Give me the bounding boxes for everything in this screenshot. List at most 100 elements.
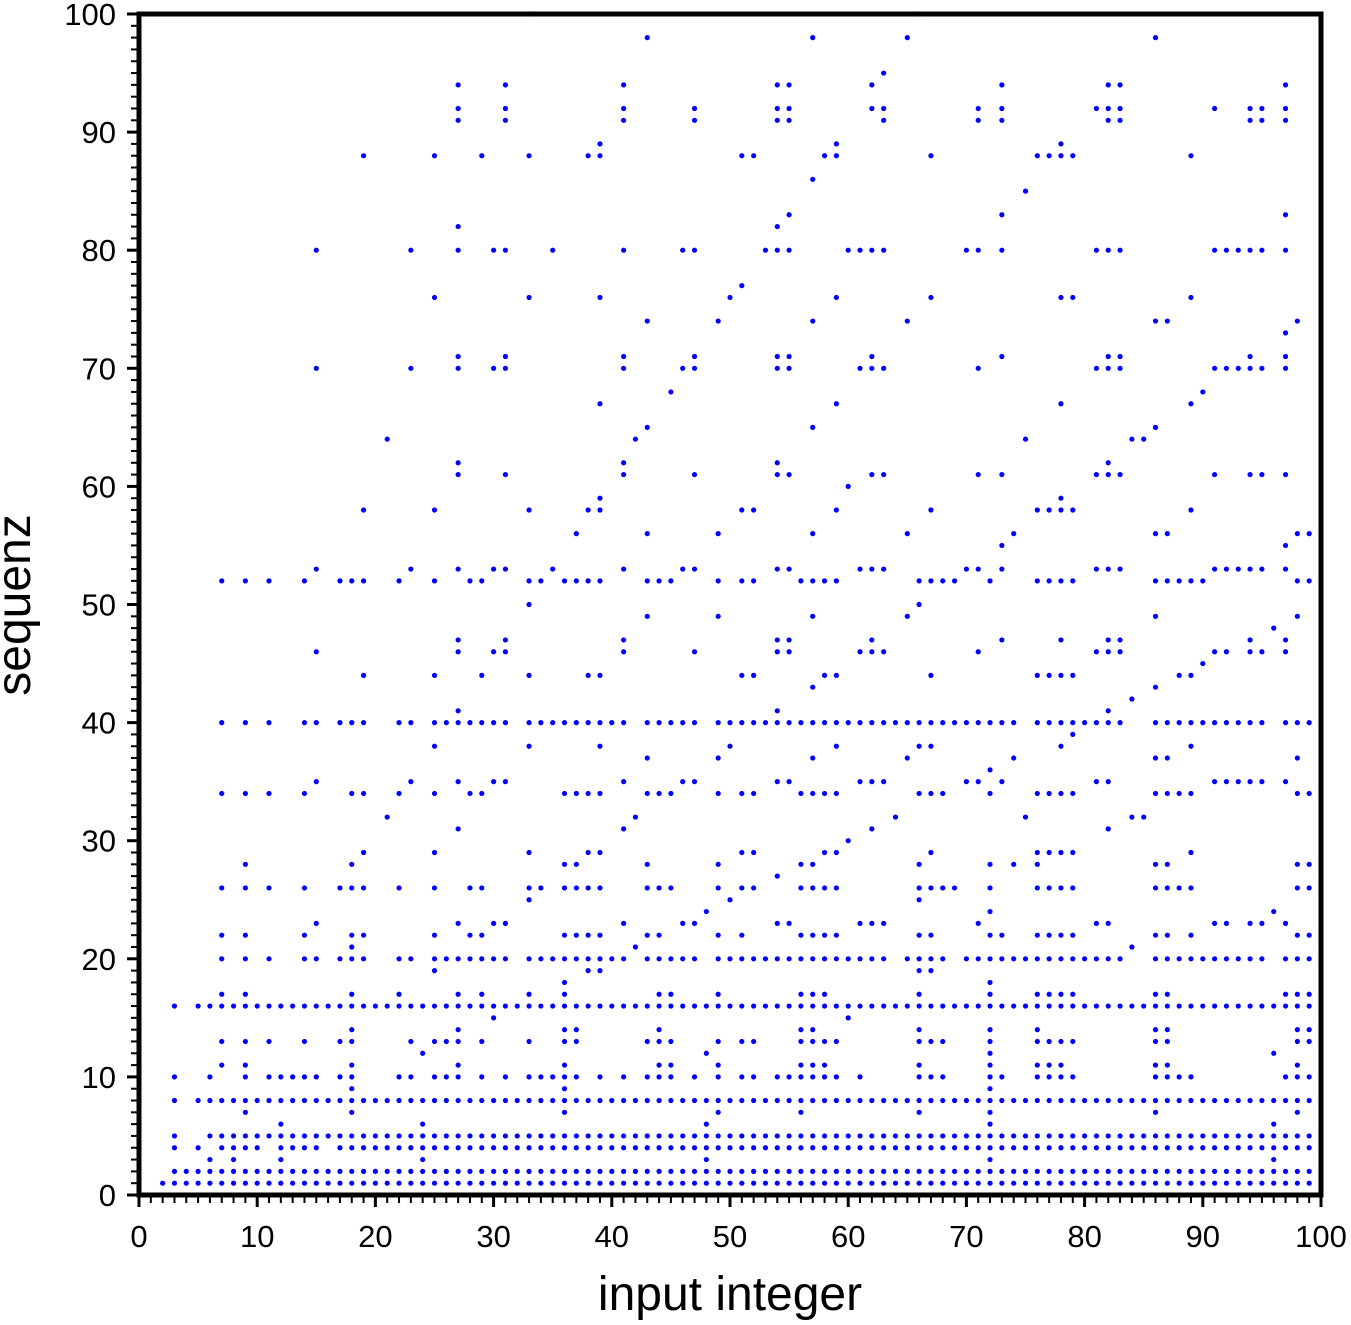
data-point <box>656 1133 662 1139</box>
data-point <box>1164 885 1170 891</box>
data-point <box>1306 885 1312 891</box>
data-point <box>644 885 650 891</box>
data-point <box>526 601 532 608</box>
data-point <box>1223 720 1230 726</box>
data-point <box>1117 247 1123 253</box>
data-point <box>1152 1168 1159 1174</box>
data-point <box>455 991 461 997</box>
data-point <box>951 1003 958 1009</box>
data-point <box>1306 578 1312 584</box>
data-point <box>597 743 603 749</box>
data-point <box>821 790 828 797</box>
data-point <box>195 1145 201 1151</box>
data-point <box>810 1062 816 1068</box>
data-point <box>1294 1038 1300 1045</box>
data-point <box>691 353 698 360</box>
data-point <box>845 1003 851 1009</box>
data-point <box>1164 1062 1170 1068</box>
data-point <box>1306 1027 1312 1033</box>
data-point <box>1058 401 1064 407</box>
data-point <box>762 720 769 726</box>
data-point <box>774 471 780 478</box>
data-point <box>408 247 414 253</box>
data-point <box>219 885 225 891</box>
data-point <box>987 1145 993 1151</box>
data-point <box>739 578 745 584</box>
data-point <box>786 1074 792 1080</box>
data-point <box>975 720 981 726</box>
data-point <box>526 1074 532 1080</box>
data-point <box>1282 637 1289 643</box>
data-point <box>798 991 804 997</box>
data-point <box>242 1074 248 1080</box>
data-point <box>833 790 839 797</box>
data-point <box>715 318 721 324</box>
data-point <box>1034 1145 1040 1151</box>
data-point <box>195 1180 201 1186</box>
data-point <box>455 1097 461 1104</box>
data-point <box>514 1133 520 1139</box>
data-point <box>1223 920 1230 926</box>
data-point <box>1117 365 1123 371</box>
data-point <box>798 1003 804 1009</box>
data-point <box>786 1145 792 1151</box>
data-point <box>999 637 1005 643</box>
data-point <box>691 1133 698 1139</box>
data-point <box>857 1180 863 1186</box>
data-point <box>833 141 839 147</box>
data-point <box>313 1145 319 1151</box>
data-point <box>420 1097 426 1104</box>
data-point <box>526 720 532 726</box>
data-point <box>561 885 568 891</box>
data-point <box>1282 82 1289 88</box>
data-point <box>396 885 402 891</box>
data-point <box>739 283 745 289</box>
data-point <box>798 1062 804 1068</box>
data-point <box>963 566 970 572</box>
data-point <box>1247 920 1253 926</box>
data-point <box>715 1168 721 1174</box>
data-point <box>810 1074 816 1080</box>
data-point <box>916 968 922 974</box>
data-point <box>1070 790 1076 797</box>
data-point <box>999 1074 1005 1080</box>
data-point <box>1212 471 1218 478</box>
data-point <box>1294 1109 1300 1115</box>
data-point <box>431 968 438 974</box>
data-point <box>1200 956 1206 962</box>
data-point <box>1188 743 1194 749</box>
data-point <box>1058 1168 1064 1174</box>
data-point <box>561 1027 568 1033</box>
data-point <box>1247 1133 1253 1139</box>
data-point <box>928 790 934 797</box>
x-tick-label: 60 <box>831 1219 865 1254</box>
data-point <box>703 1097 709 1104</box>
data-point <box>219 578 225 584</box>
data-point <box>1235 1003 1241 1009</box>
data-point <box>892 1180 899 1186</box>
data-point <box>644 613 650 619</box>
data-point <box>1011 720 1017 726</box>
data-point <box>892 720 899 726</box>
data-point <box>1058 1074 1064 1080</box>
data-point <box>940 1180 946 1186</box>
data-point <box>916 861 922 867</box>
data-point <box>940 1133 946 1139</box>
data-point <box>207 1133 213 1139</box>
data-point <box>561 1086 568 1092</box>
data-point <box>963 1168 970 1174</box>
data-point <box>349 1086 355 1092</box>
data-point <box>443 1145 449 1151</box>
data-point <box>928 743 934 749</box>
data-point <box>774 649 780 655</box>
data-point <box>1282 247 1289 253</box>
data-point <box>975 1133 981 1139</box>
data-point <box>869 649 875 655</box>
data-point <box>1164 1027 1170 1033</box>
data-point <box>1176 956 1182 962</box>
data-point <box>301 578 308 584</box>
data-point <box>455 1168 461 1174</box>
data-point <box>573 885 579 891</box>
data-point <box>491 920 497 926</box>
